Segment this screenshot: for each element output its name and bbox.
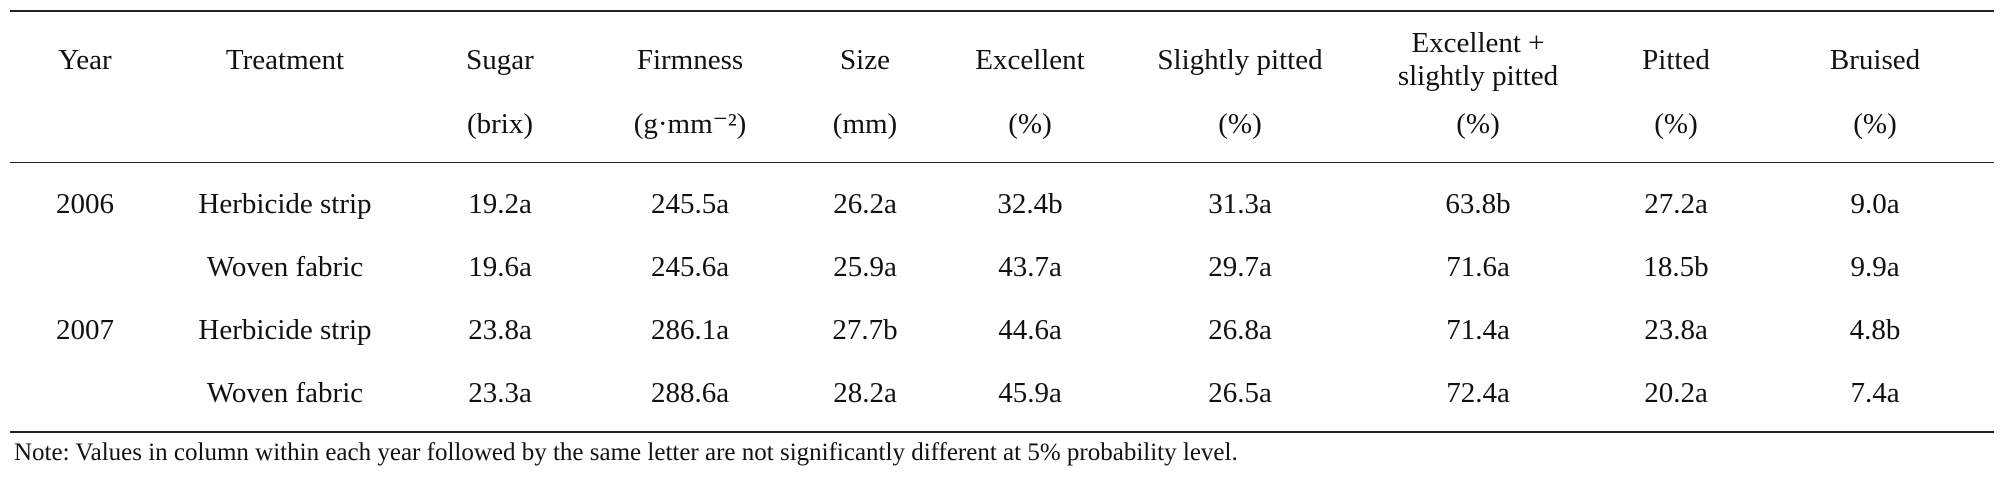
table-row: 2007 Herbicide strip 23.8a 286.1a 27.7b …: [10, 299, 1994, 362]
header-pitted: Pitted: [1596, 10, 1756, 108]
table-cell: 31.3a: [1208, 188, 1272, 220]
table-cell: 245.5a: [650, 188, 730, 220]
table-cell: 28.2a: [790, 362, 940, 433]
table-cell: 2006: [56, 188, 114, 220]
header-units-row: (brix) (g·mm⁻²) (mm) (%) (%) (%) (%) (%): [10, 108, 1994, 163]
unit-size: (mm): [790, 108, 940, 163]
header-row: Year Treatment Sugar Firmness Size Excel…: [10, 10, 1994, 108]
table-cell: 4.8b: [1849, 314, 1901, 346]
table-cell: 43.7a: [998, 251, 1062, 283]
unit-slightly-pitted: (%): [1120, 108, 1360, 163]
table-cell: 20.2a: [1596, 362, 1756, 433]
table-row: Woven fabric 23.3a 288.6a 28.2a 45.9a 26…: [10, 362, 1994, 433]
table-cell: 7.4a: [1756, 362, 1994, 433]
table-cell: 23.3a: [410, 362, 590, 433]
table-cell: 9.9a: [1850, 251, 1900, 283]
header-excellent-plus-slightly-pitted: Excellent + slightly pitted: [1360, 10, 1596, 108]
table-cell: 23.8a: [468, 314, 532, 346]
table-cell: 245.6a: [650, 251, 730, 283]
table-cell: 71.6a: [1446, 251, 1510, 283]
table-cell: 19.2a: [468, 188, 532, 220]
table-cell: 27.7b: [832, 314, 898, 346]
data-table: Year Treatment Sugar Firmness Size Excel…: [10, 10, 1994, 433]
table-cell: 288.6a: [590, 362, 790, 433]
table-row: 2006 Herbicide strip 19.2a 245.5a 26.2a …: [10, 163, 1994, 237]
table-cell: 26.5a: [1120, 362, 1360, 433]
table-cell: 23.8a: [1644, 314, 1708, 346]
header-firmness: Firmness: [590, 10, 790, 108]
table-footnote: Note: Values in column within each year …: [14, 439, 1238, 466]
table-cell: [10, 236, 160, 299]
unit-bruised: (%): [1756, 108, 1994, 163]
table-cell: 63.8b: [1445, 188, 1511, 220]
table-row: Woven fabric 19.6a 245.6a 25.9a 43.7a 29…: [10, 236, 1994, 299]
table-cell: [10, 362, 160, 433]
data-table-container: Year Treatment Sugar Firmness Size Excel…: [10, 10, 1994, 433]
table-cell: 2007: [56, 314, 114, 346]
table-cell: 286.1a: [650, 314, 730, 346]
table-cell: 44.6a: [998, 314, 1062, 346]
unit-excellent: (%): [940, 108, 1120, 163]
header-year: Year: [10, 10, 160, 108]
table-cell: Woven fabric: [206, 251, 364, 283]
header-sugar: Sugar: [410, 10, 590, 108]
header-excellent: Excellent: [940, 10, 1120, 108]
unit-sugar: (brix): [410, 108, 590, 163]
table-cell: 26.8a: [1208, 314, 1272, 346]
unit-pitted: (%): [1596, 108, 1756, 163]
table-cell: Woven fabric: [160, 362, 410, 433]
table-cell: Herbicide strip: [198, 188, 372, 220]
table-cell: Herbicide strip: [198, 314, 372, 346]
table-cell: 19.6a: [468, 251, 532, 283]
table-cell: 71.4a: [1446, 314, 1510, 346]
table-cell: 27.2a: [1644, 188, 1708, 220]
header-slightly-pitted: Slightly pitted: [1120, 10, 1360, 108]
table-cell: 25.9a: [833, 251, 897, 283]
table-cell: 32.4b: [997, 188, 1063, 220]
unit-excellent-plus-slightly-pitted: (%): [1360, 108, 1596, 163]
unit-treatment: [160, 108, 410, 163]
header-size: Size: [790, 10, 940, 108]
table-cell: 9.0a: [1850, 188, 1900, 220]
table-cell: 72.4a: [1360, 362, 1596, 433]
table-cell: 26.2a: [833, 188, 897, 220]
unit-firmness: (g·mm⁻²): [590, 108, 790, 163]
table-cell: 18.5b: [1643, 251, 1709, 283]
header-treatment: Treatment: [160, 10, 410, 108]
table-cell: 45.9a: [940, 362, 1120, 433]
table-cell: 29.7a: [1208, 251, 1272, 283]
header-bruised: Bruised: [1756, 10, 1994, 108]
unit-year: [10, 108, 160, 163]
